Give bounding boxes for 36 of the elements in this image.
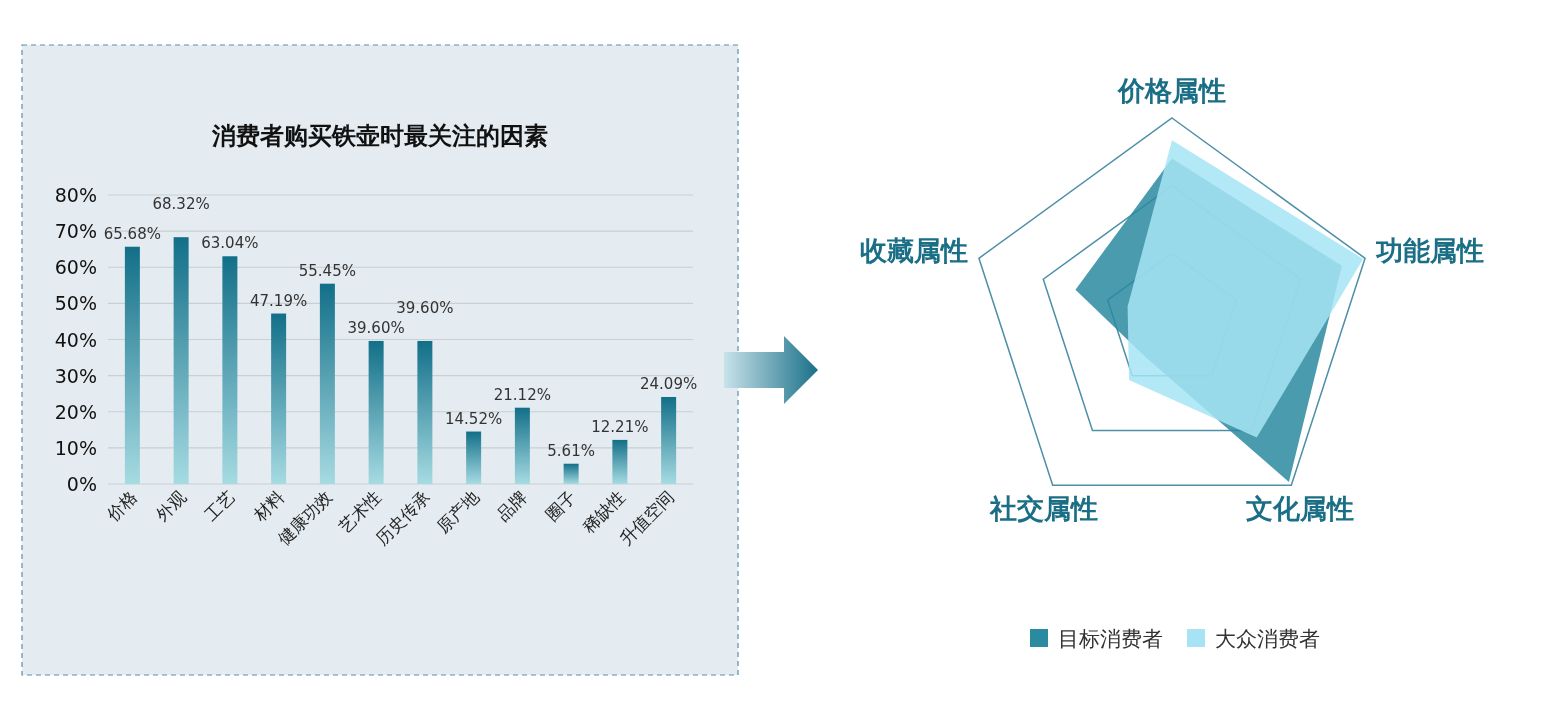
chart-title: 消费者购买铁壶时最关注的因素 bbox=[211, 122, 548, 150]
data-label: 65.68% bbox=[103, 224, 161, 243]
x-tick-label: 价格 bbox=[102, 486, 142, 526]
data-label: 24.09% bbox=[640, 374, 698, 393]
legend-label: 大众消费者 bbox=[1215, 627, 1320, 651]
x-tick-label: 品牌 bbox=[493, 486, 532, 525]
legend-label: 目标消费者 bbox=[1058, 627, 1163, 651]
x-tick-label: 原产地 bbox=[432, 486, 483, 537]
data-label: 63.04% bbox=[201, 234, 259, 253]
x-tick-label: 材料 bbox=[248, 486, 288, 526]
y-tick-label: 70% bbox=[54, 220, 97, 243]
spoke-label: 收藏属性 bbox=[859, 234, 968, 266]
data-label: 39.60% bbox=[396, 298, 454, 317]
data-label: 14.52% bbox=[445, 409, 503, 428]
x-tick-label: 外观 bbox=[151, 486, 190, 525]
y-tick-label: 20% bbox=[54, 400, 97, 423]
y-tick-label: 0% bbox=[66, 473, 97, 495]
x-tick-label: 工艺 bbox=[200, 486, 239, 525]
data-label: 55.45% bbox=[298, 261, 356, 280]
x-tick-label: 圈子 bbox=[541, 486, 580, 525]
y-tick-label: 30% bbox=[54, 364, 97, 387]
data-label: 39.60% bbox=[347, 318, 405, 337]
spoke-label: 文化属性 bbox=[1245, 492, 1354, 524]
spoke-label: 社交属性 bbox=[989, 492, 1099, 524]
spoke-label: 功能属性 bbox=[1375, 234, 1485, 266]
y-tick-label: 50% bbox=[54, 292, 97, 315]
y-tick-label: 80% bbox=[54, 184, 97, 206]
spoke-label: 价格属性 bbox=[1117, 75, 1226, 106]
y-tick-label: 60% bbox=[54, 256, 97, 279]
y-tick-label: 10% bbox=[54, 436, 97, 459]
data-label: 68.32% bbox=[152, 195, 210, 214]
data-label: 5.61% bbox=[547, 441, 595, 460]
data-label: 21.12% bbox=[493, 385, 551, 404]
y-tick-label: 40% bbox=[54, 328, 97, 351]
data-label: 47.19% bbox=[250, 291, 308, 310]
data-label: 12.21% bbox=[591, 417, 649, 436]
